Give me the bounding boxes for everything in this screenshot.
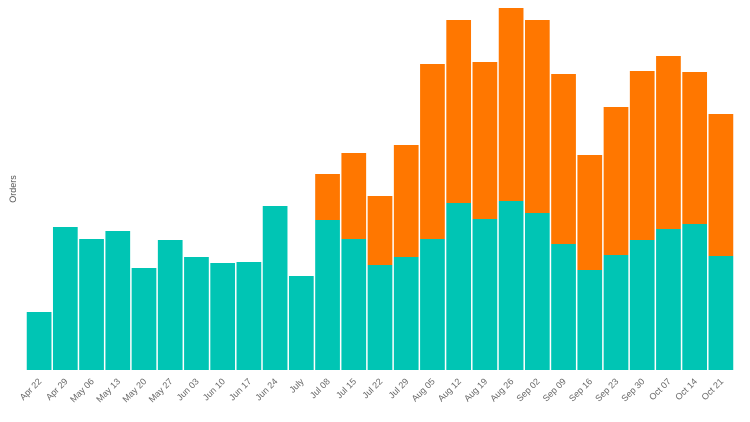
x-tick-label: May 27 — [147, 376, 175, 404]
bar-series2-20 — [551, 74, 576, 244]
bar-series2-18 — [498, 8, 524, 201]
x-tick-label: Apr 29 — [44, 376, 70, 402]
bar-series2-13 — [367, 196, 393, 265]
x-tick-label: May 06 — [68, 376, 96, 404]
bar-series1-16 — [446, 203, 472, 370]
x-tick-label: May 13 — [94, 376, 122, 404]
bar-series1-20 — [551, 244, 576, 370]
bar-series1-15 — [420, 239, 445, 370]
bar-series2-12 — [341, 153, 367, 239]
x-tick-label: Jun 24 — [253, 376, 279, 402]
bar-series2-19 — [524, 20, 550, 213]
x-tick-label: Jul 22 — [360, 376, 384, 400]
x-tick-label: Sep 09 — [541, 376, 568, 403]
x-tick-label: July — [287, 376, 306, 395]
bar-series1-1 — [52, 227, 78, 370]
x-tick-label: May 20 — [120, 376, 148, 404]
bar-series1-3 — [105, 231, 131, 370]
bar-series2-21 — [577, 155, 603, 270]
x-tick-label: Oct 07 — [647, 376, 673, 402]
bar-series2-22 — [603, 107, 629, 255]
bar-series2-26 — [708, 114, 734, 256]
x-tick-label: Jun 10 — [201, 376, 227, 402]
x-tick-label: Oct 14 — [673, 376, 699, 402]
bar-series1-7 — [210, 263, 236, 370]
bar-series2-16 — [446, 20, 472, 203]
x-tick-label: Aug 12 — [436, 376, 463, 403]
bar-series2-17 — [472, 62, 498, 219]
x-tick-label: Jul 29 — [387, 376, 411, 400]
bar-series1-25 — [682, 224, 708, 370]
x-tick-label: Sep 23 — [593, 376, 620, 403]
bar-series2-23 — [629, 71, 655, 240]
bar-series1-26 — [708, 256, 734, 370]
bar-series1-23 — [629, 240, 655, 370]
bar-series1-2 — [79, 239, 104, 370]
bar-series1-17 — [472, 219, 498, 370]
bars-group — [26, 8, 734, 370]
bar-series1-9 — [262, 206, 288, 370]
x-tick-label: Jul 15 — [334, 376, 358, 400]
x-tick-label: Aug 26 — [488, 376, 515, 403]
bar-series1-21 — [577, 270, 603, 370]
x-tick-label: Aug 19 — [462, 376, 489, 403]
x-tick-label: Oct 21 — [699, 376, 725, 402]
bar-series1-19 — [524, 213, 550, 370]
bar-series1-4 — [131, 268, 157, 370]
bar-series1-12 — [341, 239, 367, 370]
x-tick-label: Sep 30 — [619, 376, 646, 403]
x-tick-label: Sep 02 — [514, 376, 541, 403]
x-tick-label: Jun 03 — [175, 376, 201, 402]
bar-series2-15 — [420, 64, 445, 239]
bar-series1-11 — [315, 220, 340, 370]
x-tick-label: Jun 17 — [227, 376, 253, 402]
x-tick-label: Aug 05 — [410, 376, 437, 403]
bar-series1-24 — [656, 229, 681, 370]
bar-series2-25 — [682, 72, 708, 224]
y-axis-title: Orders — [8, 175, 18, 203]
bar-series2-11 — [315, 174, 340, 220]
bar-series1-0 — [26, 312, 52, 370]
bar-series1-5 — [157, 240, 183, 370]
x-tick-label: Sep 16 — [567, 376, 594, 403]
bar-series1-18 — [498, 201, 524, 370]
bar-series1-8 — [236, 262, 262, 370]
bar-series2-24 — [656, 56, 681, 229]
x-tick-label: Apr 22 — [18, 376, 44, 402]
bar-series1-13 — [367, 265, 393, 370]
bar-series1-22 — [603, 255, 629, 370]
bar-series2-14 — [393, 145, 419, 257]
x-tick-label: Jul 08 — [308, 376, 332, 400]
bar-series1-14 — [393, 257, 419, 370]
bar-series1-10 — [288, 276, 314, 370]
bar-series1-6 — [184, 257, 209, 370]
